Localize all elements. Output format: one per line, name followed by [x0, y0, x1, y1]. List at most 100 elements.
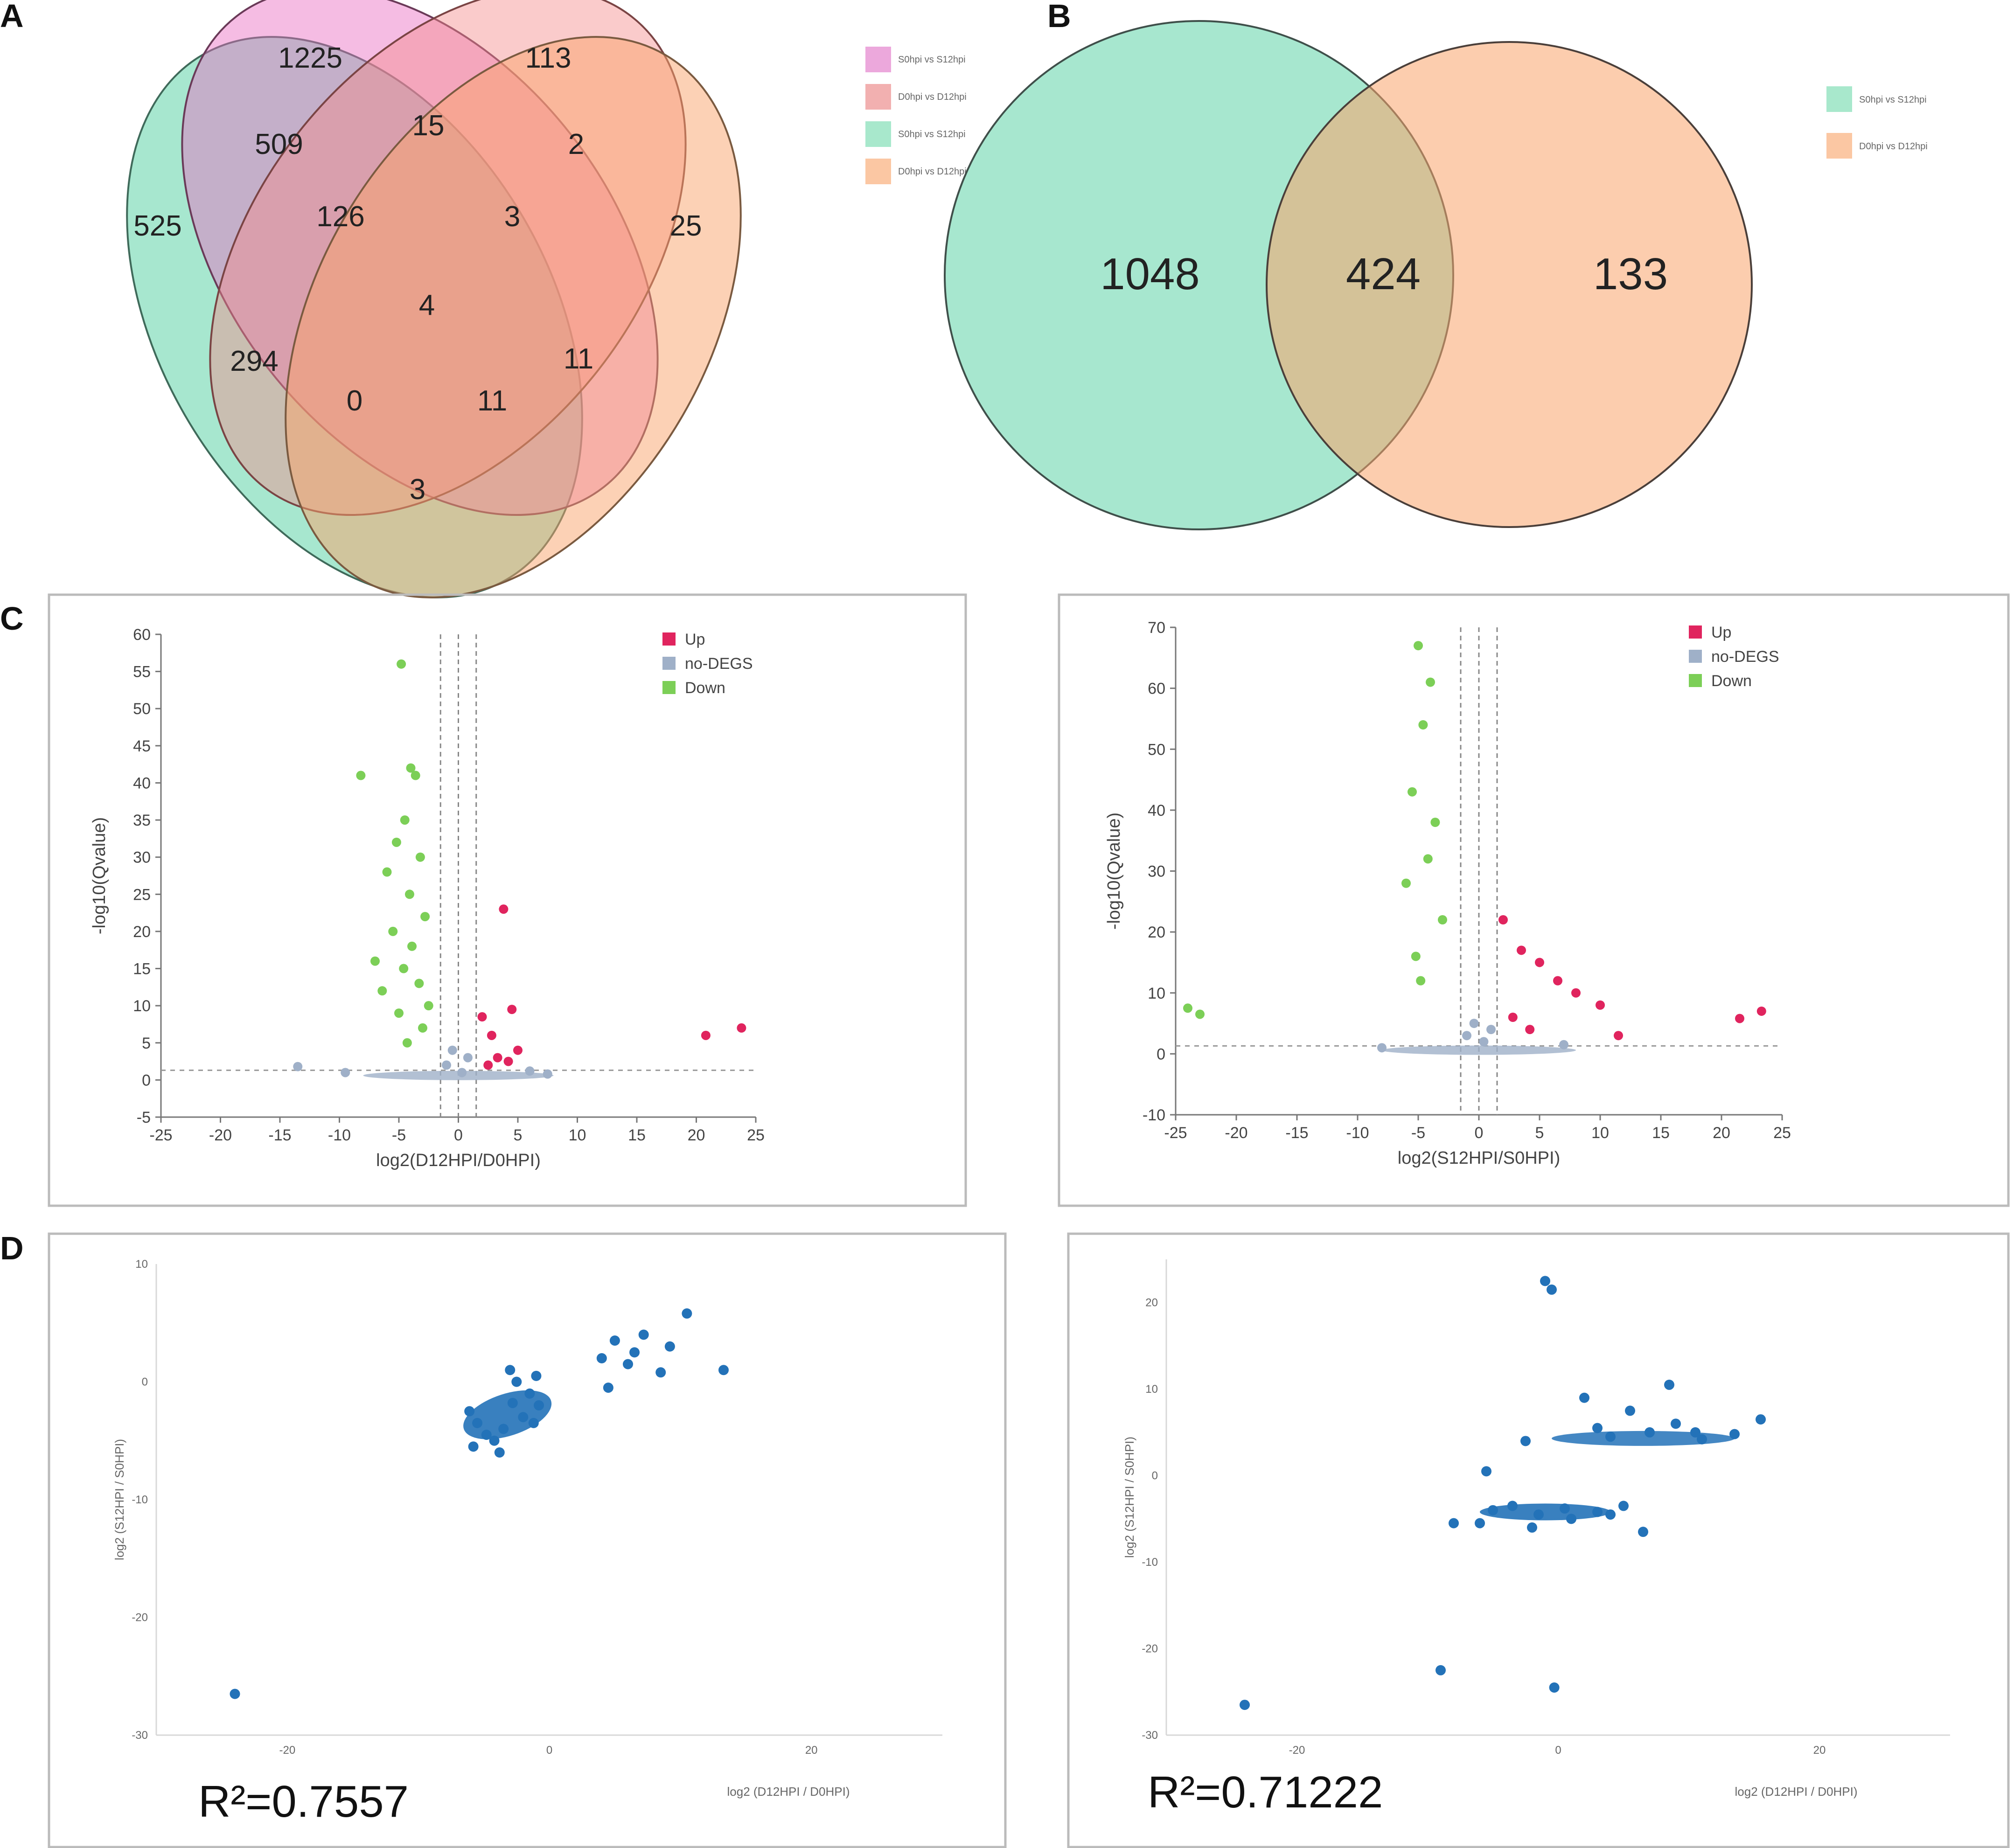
data-point — [1449, 1518, 1459, 1528]
data-point-down — [406, 763, 416, 773]
data-point-down — [1411, 952, 1421, 961]
data-point — [1645, 1427, 1655, 1438]
y-tick-label: 10 — [1148, 985, 1165, 1002]
data-point-down — [1430, 818, 1440, 827]
y-tick-label: 0 — [142, 1376, 148, 1389]
y-axis-label: -log10(Qvalue) — [1104, 813, 1124, 930]
data-point-down — [400, 815, 410, 825]
data-point-down — [391, 837, 401, 847]
y-tick-label: 15 — [133, 960, 151, 978]
y-tick-label: 10 — [135, 1258, 148, 1271]
x-tick-label: 20 — [1813, 1744, 1826, 1757]
data-point — [1592, 1423, 1603, 1433]
data-point-up — [483, 1060, 493, 1070]
y-axis-label: -log10(Qvalue) — [90, 817, 109, 934]
data-point — [1566, 1514, 1576, 1524]
data-point-up — [1735, 1014, 1744, 1023]
data-point — [629, 1347, 640, 1358]
data-point — [1475, 1518, 1485, 1528]
no-degs-cloud — [1382, 1045, 1576, 1055]
data-point-no-degs — [1559, 1040, 1568, 1049]
venn4-count: 509 — [255, 128, 303, 160]
volcano-left-frame — [48, 593, 967, 1207]
data-point-up — [1756, 1006, 1766, 1016]
x-tick-label: -20 — [279, 1744, 295, 1757]
venn2-count-right: 133 — [1593, 249, 1668, 299]
legend-swatch — [865, 47, 891, 72]
data-point — [468, 1441, 479, 1452]
legend-label: D0hpi vs D12hpi — [1859, 141, 1928, 152]
x-tick-label: 0 — [1555, 1744, 1561, 1757]
data-point-up — [1596, 1000, 1605, 1010]
data-point-no-degs — [1462, 1031, 1471, 1041]
x-tick-label: 0 — [1475, 1124, 1484, 1142]
x-axis-label: log2 (D12HPI / D0HPI) — [1735, 1785, 1858, 1799]
data-point — [718, 1365, 729, 1376]
point-cluster — [463, 1390, 552, 1439]
data-point — [511, 1376, 522, 1387]
data-point-up — [1508, 1013, 1518, 1022]
x-tick-label: -15 — [268, 1126, 291, 1144]
panel-letter-b: B — [1047, 0, 1071, 34]
y-axis-label: log2 (S12HPI / S0HPI) — [1122, 1437, 1136, 1558]
legend-label: S0hpi vs S12hpi — [898, 55, 966, 65]
volcano-plot-right: -25 -20 -15 -10 -5 0 5 10 15 20 25 -10 0 10 20 30 40 50 60… — [1104, 619, 1791, 1168]
legend-label: Up — [1711, 624, 1731, 641]
panel-letter-d: D — [0, 1230, 24, 1266]
venn4-count: 525 — [133, 210, 181, 242]
data-point-down — [1414, 641, 1423, 651]
y-tick-label: 20 — [1145, 1297, 1158, 1309]
data-point-no-degs — [525, 1066, 535, 1076]
venn4-legend: S0hpi vs S12hpi D0hpi vs D12hpi S0hpi vs… — [865, 47, 967, 184]
y-tick-label: -20 — [1142, 1643, 1158, 1655]
data-point — [1690, 1427, 1700, 1438]
data-point — [230, 1688, 240, 1699]
venn2-legend: S0hpi vs S12hpi D0hpi vs D12hpi — [1826, 86, 1928, 159]
venn2-diagram: 1048 424 133 — [944, 20, 1753, 530]
data-point-no-degs — [1479, 1037, 1489, 1047]
data-point-no-degs — [457, 1068, 467, 1077]
data-point — [1488, 1505, 1498, 1515]
legend-swatch — [662, 681, 676, 694]
data-point-no-degs — [442, 1060, 451, 1070]
venn4-count: 11 — [477, 385, 507, 417]
data-point — [1527, 1522, 1537, 1533]
data-point — [1729, 1429, 1740, 1439]
venn2-count-left: 1048 — [1100, 249, 1200, 299]
venn4-count: 294 — [230, 345, 278, 377]
venn4-count: 126 — [316, 201, 364, 233]
x-tick-label: -5 — [392, 1126, 406, 1144]
data-point — [1549, 1682, 1560, 1693]
point-cluster — [1552, 1431, 1735, 1446]
data-point-down — [394, 1008, 404, 1018]
r-squared-annotation-right: R²=0.71222 — [1148, 1767, 1383, 1817]
point-cluster — [1480, 1503, 1610, 1521]
data-point-down — [388, 926, 398, 936]
venn4-diagram: 1225 113 509 15 2 525 126 3 25 4 294 11 … — [126, 0, 742, 598]
y-tick-label: -5 — [137, 1109, 151, 1126]
legend-swatch — [1826, 133, 1852, 159]
volcano-plot-left: -25 -20 -15 -10 -5 0 5 10 15 20 25 -5 0 5 10 15 20 25 30 35… — [90, 626, 765, 1170]
data-point-up — [1571, 988, 1581, 998]
legend-label: S0hpi vs S12hpi — [898, 129, 966, 139]
x-tick-label: -20 — [1289, 1744, 1305, 1757]
x-axis-label: log2(D12HPI/D0HPI) — [376, 1151, 541, 1170]
data-point-down — [1438, 915, 1447, 924]
y-tick-label: 30 — [1148, 863, 1165, 881]
venn2-set-orange — [1266, 41, 1753, 528]
data-point — [534, 1400, 544, 1410]
data-point — [1547, 1284, 1557, 1295]
data-point-up — [1535, 958, 1544, 967]
x-tick-label: -15 — [1285, 1124, 1308, 1142]
r-squared-annotation-left: R²=0.7557 — [198, 1777, 409, 1827]
x-axis-label: log2(S12HPI/S0HPI) — [1398, 1148, 1561, 1168]
x-tick-label: 5 — [1535, 1124, 1544, 1142]
data-point-up — [1525, 1025, 1535, 1035]
venn4-count: 15 — [412, 110, 445, 142]
y-tick-label: 20 — [1148, 924, 1165, 941]
data-point-down — [399, 964, 409, 973]
data-point-down — [382, 867, 392, 877]
y-tick-label: 40 — [1148, 802, 1165, 820]
x-tick-label: 10 — [569, 1126, 586, 1144]
